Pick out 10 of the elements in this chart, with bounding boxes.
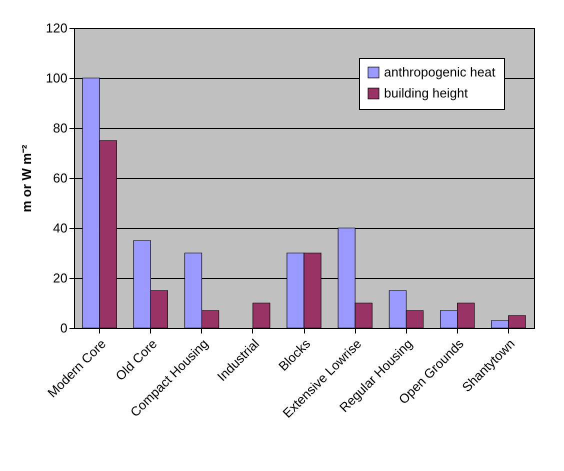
y-tick-label: 0 [60, 320, 68, 336]
legend-label: anthropogenic heat [384, 64, 496, 80]
y-tick-label: 20 [53, 270, 68, 286]
y-tick-label: 100 [46, 70, 68, 86]
y-tick-label: 40 [53, 220, 68, 236]
y-tick-label: 120 [46, 20, 68, 36]
y-tick-label: 60 [53, 170, 68, 186]
y-axis-title: m or W m⁻² [18, 144, 34, 212]
legend-label: building height [384, 86, 468, 100]
y-tick-label: 80 [53, 120, 68, 136]
